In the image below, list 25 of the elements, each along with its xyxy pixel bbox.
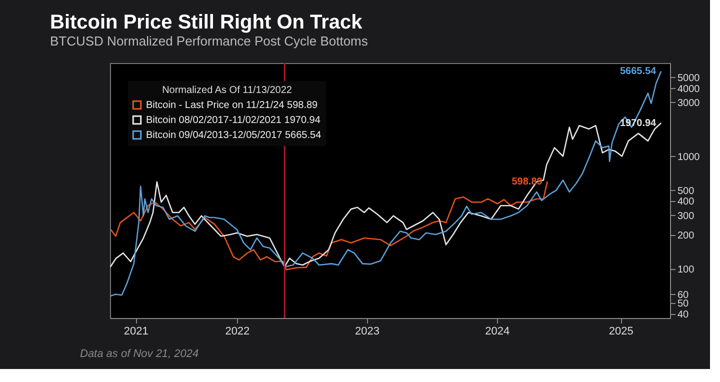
x-tick-label: 2022 [225, 326, 250, 338]
y-tick-label: 3000 [678, 98, 700, 109]
y-tick-label: 400 [678, 196, 695, 208]
chart-subtitle: BTCUSD Normalized Performance Post Cycle Bottoms [50, 33, 368, 48]
y-tick-label: 200 [678, 230, 695, 242]
y-tick-label: 60 [678, 290, 690, 301]
x-tick-label: 2025 [608, 326, 634, 338]
y-tick-label: 300 [678, 210, 695, 222]
x-tick-label: 2023 [354, 326, 380, 338]
legend-label: Bitcoin - Last Price on 11/21/24 598.89 [146, 100, 318, 111]
y-tick-label: 40 [678, 310, 690, 321]
legend-label: Bitcoin 08/02/2017-11/02/2021 1970.94 [146, 115, 321, 126]
data-label: 5665.54 [620, 66, 657, 78]
legend-title: Normalized As Of 11/13/2022 [162, 85, 292, 96]
chart-title: Bitcoin Price Still Right On Track [50, 11, 364, 34]
x-tick-label: 2021 [124, 326, 148, 338]
y-tick-label: 1000 [678, 152, 700, 163]
y-tick-label: 500 [678, 186, 695, 197]
legend-label: Bitcoin 09/04/2013-12/05/2017 5665.54 [146, 130, 322, 141]
y-tick-label: 100 [678, 264, 695, 276]
y-tick-label: 5000 [678, 72, 700, 84]
y-tick-label: 50 [678, 298, 690, 310]
x-tick-label: 2024 [485, 326, 510, 338]
y-tick-label: 4000 [678, 84, 700, 95]
text: Data as of Nov 21, 2024 [80, 348, 199, 360]
